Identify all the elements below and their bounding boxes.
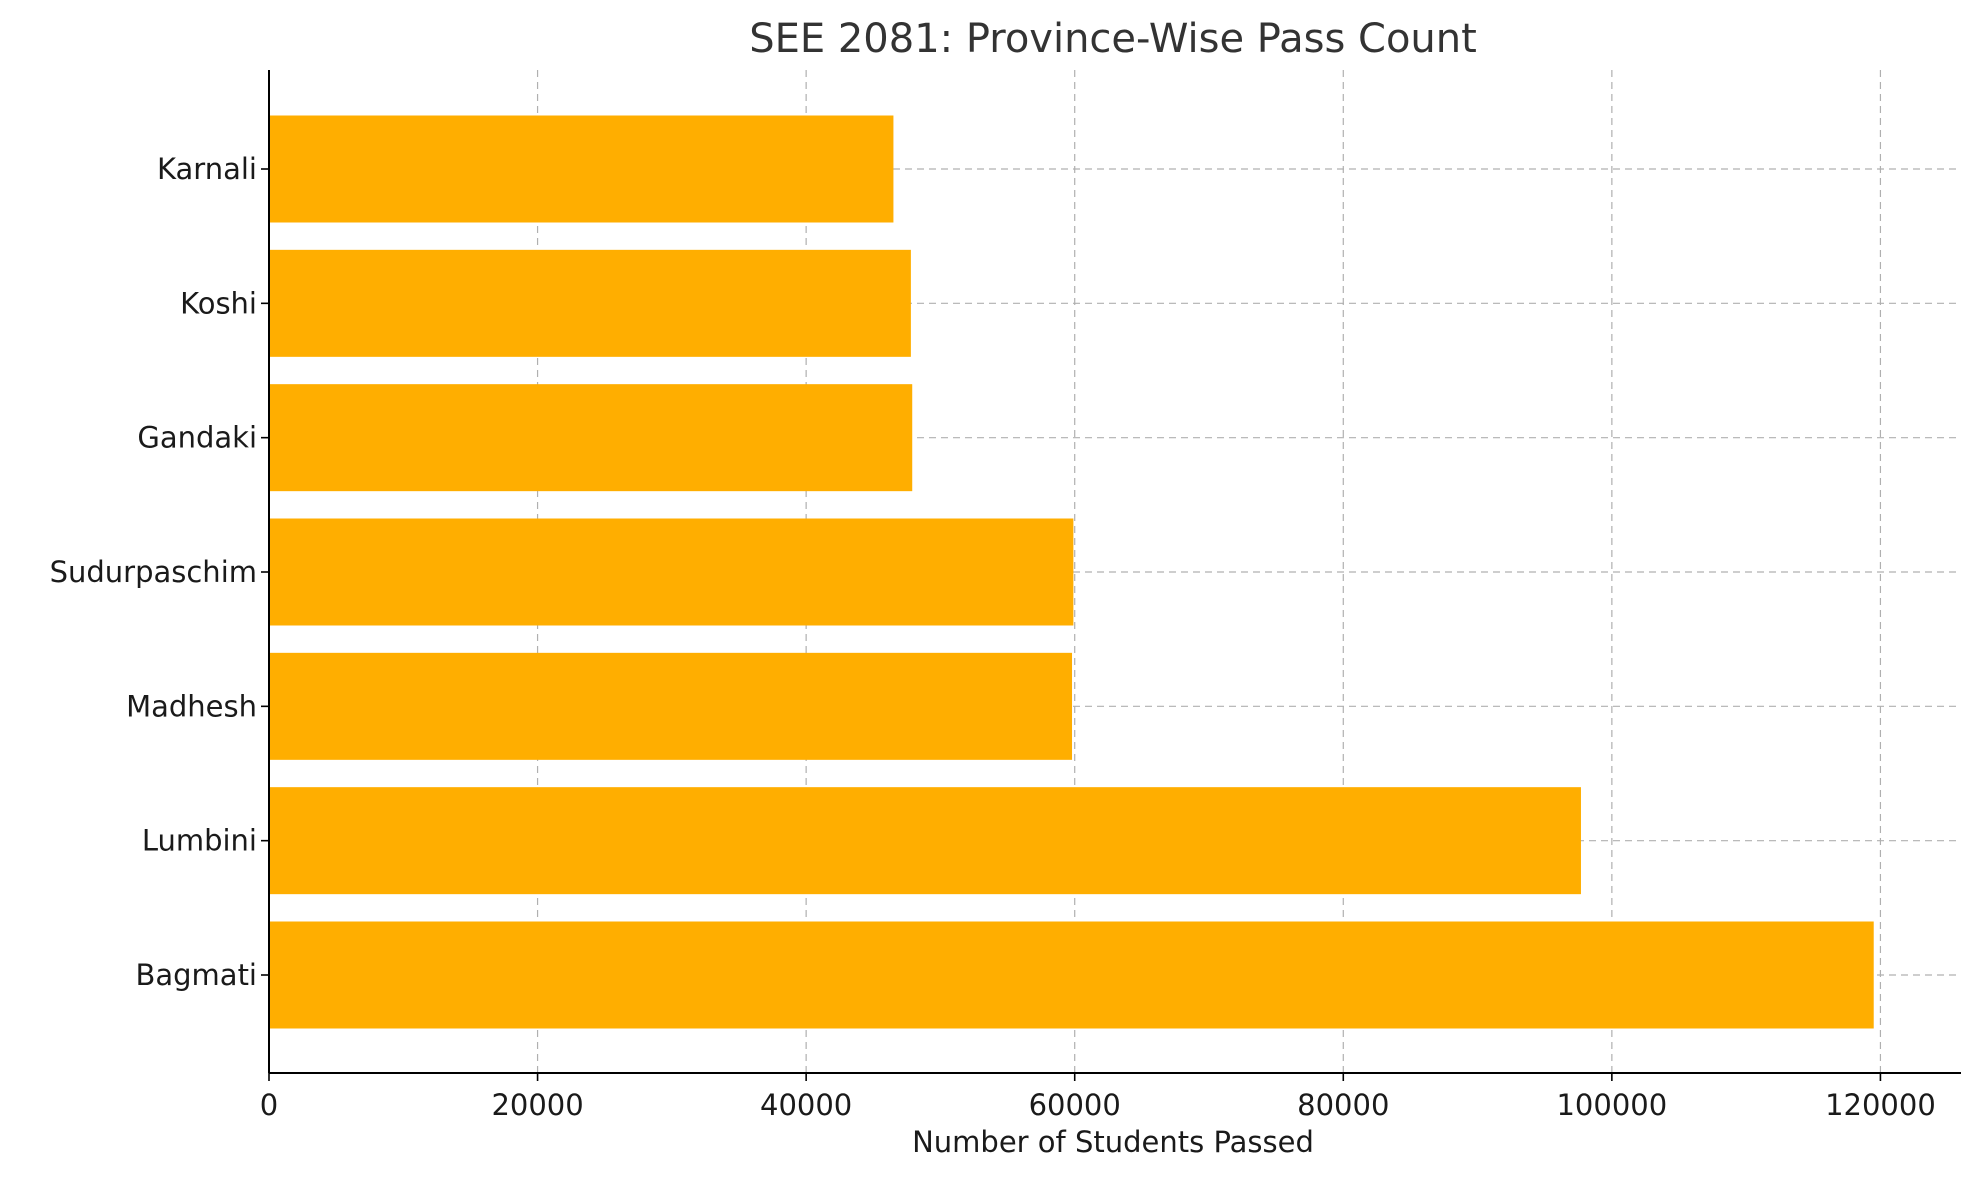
bars-layer — [269, 115, 1874, 1029]
y-tick-label: Bagmati — [135, 958, 257, 992]
x-tick-label: 60000 — [1029, 1088, 1121, 1122]
y-tick-label: Lumbini — [142, 824, 257, 858]
y-tick-label: Karnali — [157, 152, 257, 186]
y-tick-label: Gandaki — [137, 421, 257, 455]
x-tick-label: 100000 — [1556, 1088, 1667, 1122]
chart-title: SEE 2081: Province-Wise Pass Count — [749, 16, 1477, 62]
x-tick-label: 0 — [260, 1088, 278, 1122]
y-tick-label: Sudurpaschim — [50, 555, 257, 589]
bar-sudurpaschim — [269, 518, 1074, 626]
x-ticks: 0 20000 40000 60000 80000 100000 120000 — [260, 1073, 1936, 1122]
bar-madhesh — [269, 652, 1073, 760]
y-tick-label: Madhesh — [126, 689, 257, 723]
bar-bagmati — [269, 921, 1874, 1029]
x-tick-label: 120000 — [1825, 1088, 1936, 1122]
y-tick-label: Koshi — [180, 286, 257, 320]
bar-gandaki — [269, 384, 913, 492]
bar-lumbini — [269, 787, 1581, 895]
x-tick-label: 40000 — [760, 1088, 852, 1122]
x-axis-label: Number of Students Passed — [912, 1125, 1314, 1159]
y-ticks: Bagmati Lumbini Madhesh Sudurpaschim Gandaki… — [50, 152, 269, 992]
bar-karnali — [269, 115, 894, 223]
x-tick-label: 20000 — [491, 1088, 583, 1122]
x-tick-label: 80000 — [1297, 1088, 1389, 1122]
bar-koshi — [269, 249, 911, 357]
